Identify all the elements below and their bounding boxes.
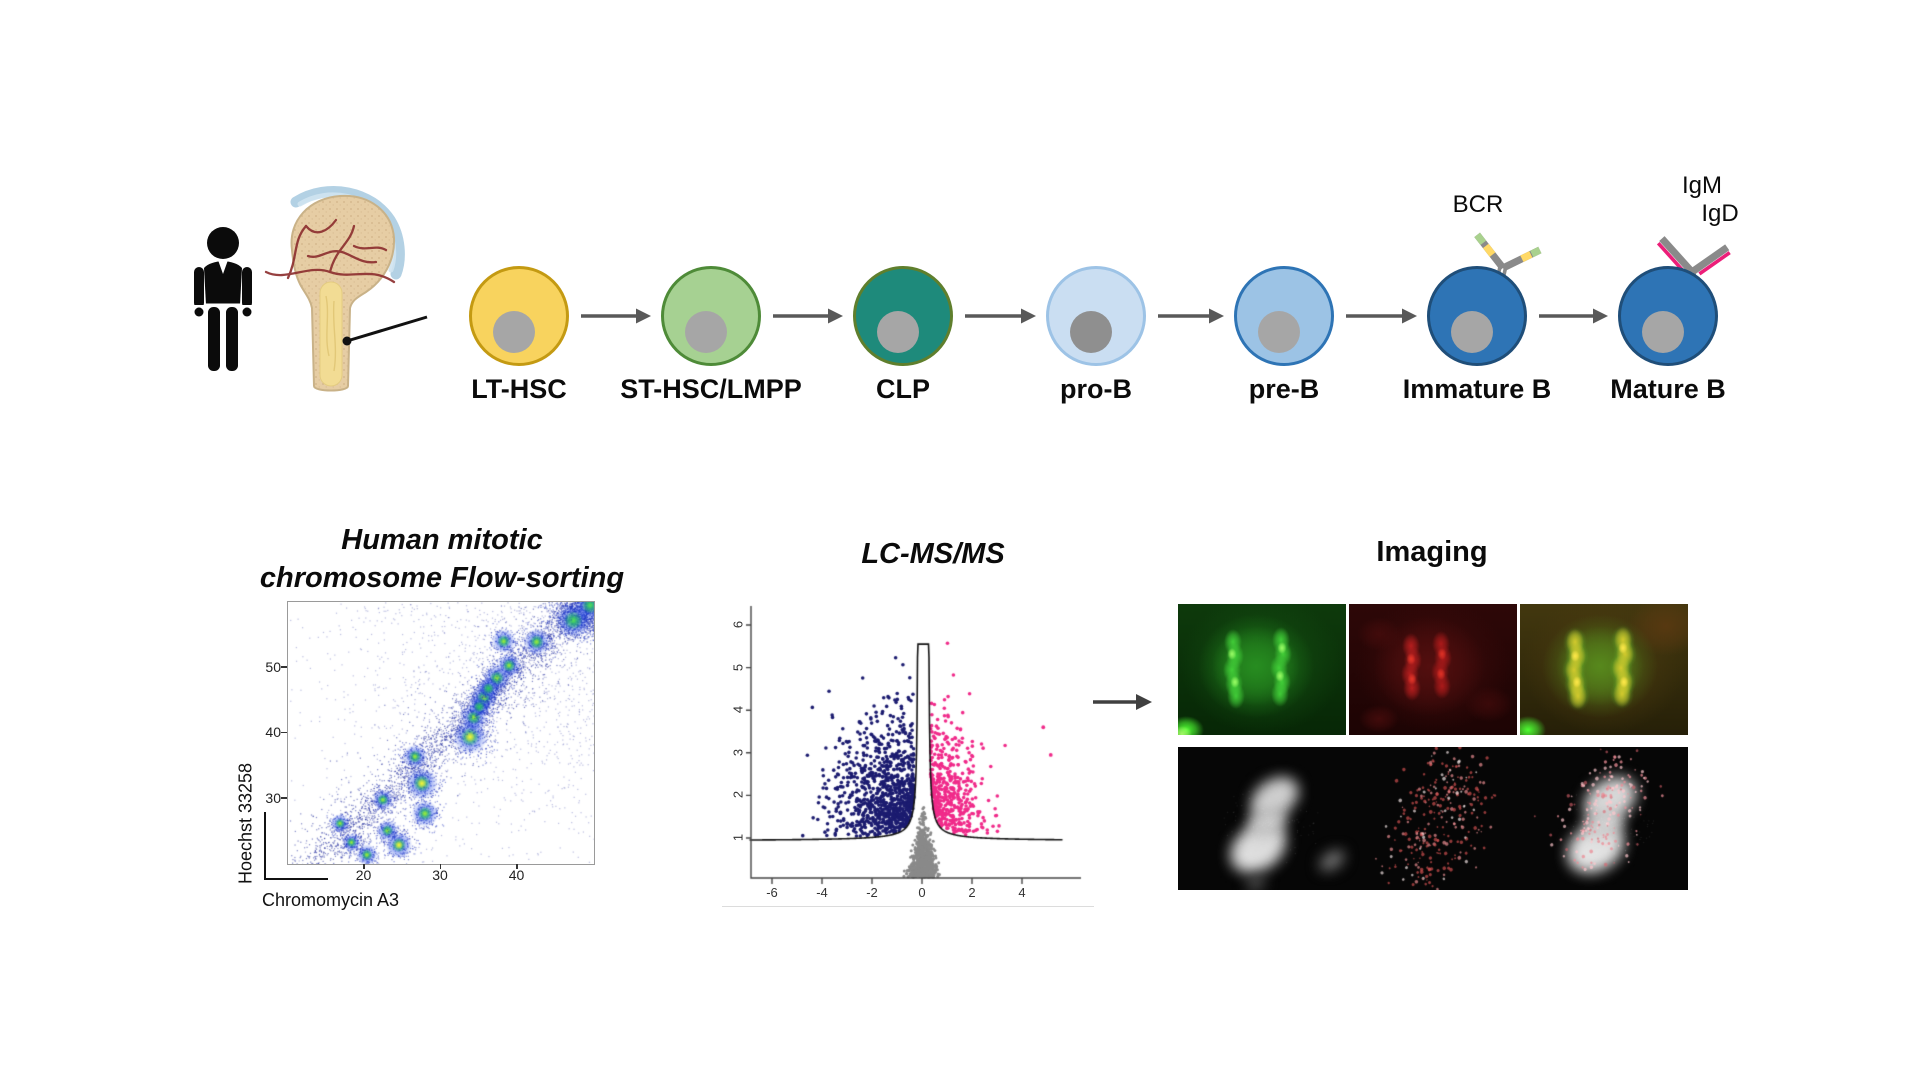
imaging-chromosome-row <box>1178 747 1688 890</box>
tick-label: -2 <box>866 885 878 900</box>
cell-nucleus <box>877 311 919 353</box>
cell-st-hsc-lmpp <box>661 266 761 366</box>
igd-label: IgD <box>1701 200 1739 227</box>
imaging-red-channel <box>1349 604 1517 735</box>
cell-nucleus <box>685 311 727 353</box>
imaging-title: Imaging <box>1376 536 1488 568</box>
tick-mark <box>439 864 441 869</box>
cell-label: Mature B <box>1610 374 1726 404</box>
cell-pre-b <box>1234 266 1334 366</box>
cell-mature-b <box>1618 266 1718 366</box>
flow-title-line2: chromosome Flow-sorting <box>259 562 625 594</box>
imaging-merge-channel <box>1520 604 1688 735</box>
tick-label: 3 <box>730 748 746 756</box>
flow-ylabel: Hoechst 33258 <box>235 762 256 885</box>
tick-mark <box>516 864 518 869</box>
tick-mark <box>281 731 287 733</box>
tick-mark <box>281 797 287 799</box>
flow-title-line1: Human mitotic <box>341 524 543 556</box>
tick-label: -6 <box>766 885 778 900</box>
tick-label: 4 <box>1018 885 1026 900</box>
cell-pro-b <box>1046 266 1146 366</box>
cell-immature-b <box>1427 266 1527 366</box>
tick-label: 5 <box>730 663 746 671</box>
cell-arrows <box>581 308 1608 324</box>
tick-label: 30 <box>432 867 448 883</box>
flow-cytometry-plot <box>287 601 595 865</box>
tick-label: 1 <box>730 833 746 842</box>
tick-label: 2 <box>730 791 746 799</box>
cell-label: LT-HSC <box>471 374 567 404</box>
cell-nucleus <box>1070 311 1112 353</box>
flow-axis-bracket-v <box>264 812 266 880</box>
bcr-label: BCR <box>1452 191 1504 218</box>
cell-nucleus <box>1642 311 1684 353</box>
volcano-plot <box>745 597 1085 887</box>
cell-label: pre-B <box>1248 374 1320 404</box>
tick-mark <box>363 864 365 869</box>
cell-clp <box>853 266 953 366</box>
person-icon <box>193 227 253 371</box>
tick-label: 40 <box>265 724 281 740</box>
tick-label: 4 <box>730 706 746 714</box>
bone-icon <box>264 186 405 392</box>
volcano-to-imaging-arrow <box>1093 694 1152 710</box>
tick-label: 0 <box>918 885 926 900</box>
cell-nucleus <box>1258 311 1300 353</box>
tick-label: 2 <box>968 885 976 900</box>
flow-axis-bracket-h <box>264 878 328 880</box>
tick-label: 20 <box>355 867 372 883</box>
cell-nucleus <box>493 311 535 353</box>
flow-xlabel: Chromomycin A3 <box>262 890 400 910</box>
tick-label: 30 <box>265 789 281 806</box>
needle-pointer <box>342 315 428 346</box>
volcano-title: LC-MS/MS <box>861 538 1005 570</box>
cell-lt-hsc <box>469 266 569 366</box>
igm-label: IgM <box>1681 172 1722 199</box>
cell-nucleus <box>1451 311 1493 353</box>
cell-label: Immature B <box>1402 374 1552 404</box>
tick-label: 6 <box>730 620 746 629</box>
cell-label: pro-B <box>1060 374 1132 404</box>
cell-label: CLP <box>876 374 930 404</box>
cell-label: ST-HSC/LMPP <box>620 374 802 404</box>
imaging-green-channel <box>1178 604 1346 735</box>
tick-label: -4 <box>816 885 828 900</box>
tick-label: 40 <box>508 867 525 883</box>
volcano-image-edge <box>722 906 1094 907</box>
tick-label: 50 <box>265 658 281 675</box>
tick-mark <box>281 666 287 668</box>
